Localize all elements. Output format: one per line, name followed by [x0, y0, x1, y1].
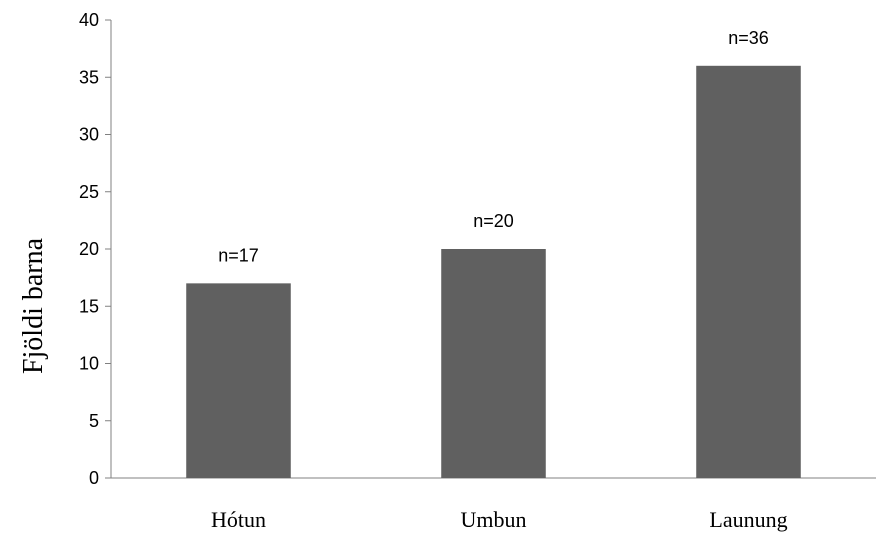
y-tick-label: 20: [79, 239, 99, 259]
bar: [441, 249, 546, 478]
x-tick-label: Launung: [709, 507, 787, 532]
y-tick-label: 35: [79, 67, 99, 87]
y-tick-label: 10: [79, 354, 99, 374]
data-label: n=17: [218, 245, 259, 265]
y-tick-label: 40: [79, 10, 99, 30]
y-tick-label: 25: [79, 182, 99, 202]
y-tick-label: 0: [89, 468, 99, 488]
x-labels: Hótun Umbun Launung: [211, 507, 788, 532]
bar: [696, 65, 801, 479]
data-labels: n=17 n=20 n=36: [218, 28, 769, 266]
y-axis-title: Fjöldi barna: [18, 237, 49, 374]
y-ticks: 0 5 10 15 20 25 30 35 40: [79, 10, 111, 488]
y-tick-label: 15: [79, 296, 99, 316]
bars: [186, 65, 801, 479]
y-tick-label: 30: [79, 125, 99, 145]
x-tick-label: Umbun: [461, 507, 527, 532]
bar: [186, 283, 291, 478]
x-tick-label: Hótun: [211, 507, 266, 532]
y-tick-label: 5: [89, 411, 99, 431]
data-label: n=20: [473, 211, 514, 231]
data-label: n=36: [728, 28, 769, 48]
